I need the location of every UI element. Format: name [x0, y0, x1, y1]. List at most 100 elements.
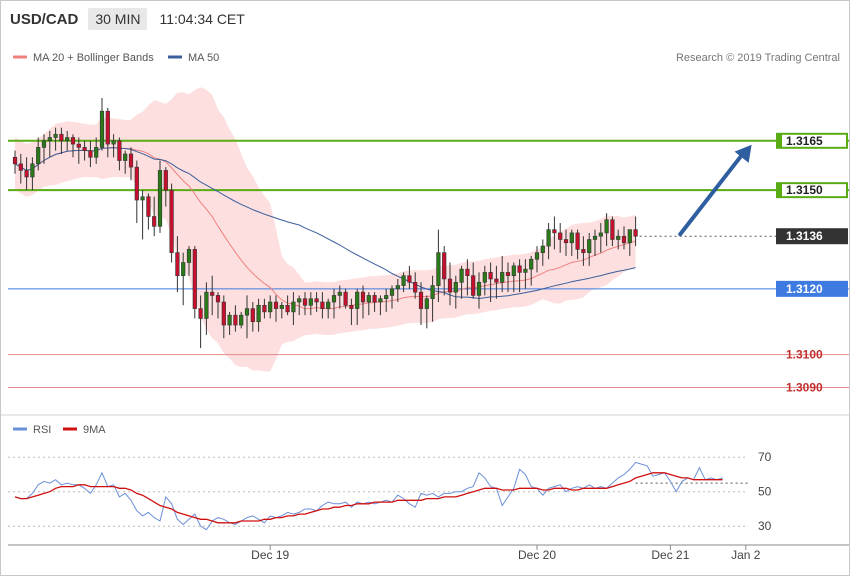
candle-21	[134, 160, 139, 224]
candle-20	[128, 147, 134, 181]
candle-79	[471, 262, 476, 299]
candle-44	[268, 295, 273, 319]
candle-77	[459, 265, 464, 299]
candle-71	[424, 295, 429, 329]
candle-83	[494, 265, 499, 299]
candle-75	[447, 262, 453, 306]
level-label-text: 1.3120	[786, 282, 823, 296]
candle-46	[279, 302, 284, 319]
candle-body	[366, 295, 371, 303]
candle-50	[302, 292, 308, 316]
candle-body	[175, 252, 180, 276]
candle-body	[239, 314, 244, 326]
candle-102	[604, 213, 609, 247]
candle-6	[47, 130, 52, 158]
level-label-1.3136: 1.3136	[776, 228, 848, 245]
candle-body	[430, 285, 435, 300]
candle-17	[111, 134, 116, 158]
candle-88	[523, 259, 528, 289]
candle-31	[192, 246, 197, 319]
time-axis: Dec 19 Dec 20 Dec 21 Jan 2	[8, 544, 850, 562]
level-labels-layer: 1.3165 1.3150 1.3136 1.3120 1.3100 1.3090	[776, 132, 848, 395]
candle-body	[616, 235, 621, 240]
candle-68	[407, 265, 412, 289]
candle-61	[366, 292, 371, 316]
level-label-inner	[782, 184, 846, 197]
candle-76	[453, 275, 458, 309]
candle-body	[355, 291, 360, 309]
price-levels-layer	[8, 139, 850, 389]
candle-63	[378, 295, 383, 316]
rsi-panel: 30 50 70	[0, 414, 850, 533]
candle-body	[395, 285, 400, 290]
candle-74	[442, 246, 447, 296]
candle-body	[291, 301, 296, 313]
candle-body	[41, 140, 47, 148]
candle-body	[308, 298, 313, 306]
level-label-box	[776, 228, 848, 245]
candle-93	[552, 216, 557, 250]
candle-86	[511, 262, 516, 293]
candle-25	[157, 160, 163, 233]
timeframe-badge[interactable]: 30 MIN	[88, 8, 148, 30]
candle-body	[529, 258, 534, 270]
candle-body	[210, 291, 215, 296]
candle-body	[105, 110, 110, 145]
candle-body	[378, 298, 383, 303]
candle-body	[186, 249, 192, 263]
candle-55	[331, 288, 337, 319]
candle-9	[65, 130, 70, 151]
level-label-1.3090: 1.3090	[786, 381, 823, 395]
candle-body	[621, 235, 627, 244]
candle-42	[256, 298, 261, 332]
candle-body	[360, 291, 366, 303]
candle-body	[581, 249, 586, 253]
candle-body	[297, 298, 302, 303]
candle-body	[413, 281, 418, 293]
candle-body	[88, 150, 93, 158]
candle-body	[221, 301, 226, 326]
candle-26	[163, 167, 168, 207]
candle-22	[140, 190, 145, 240]
candle-body	[59, 133, 64, 142]
candle-body	[123, 153, 128, 161]
candle-body	[250, 308, 255, 323]
candle-body	[482, 272, 487, 283]
legend-bollinger-label: MA 20 + Bollinger Bands	[33, 52, 154, 64]
candle-28	[175, 236, 180, 293]
candle-body	[488, 272, 493, 280]
candle-body	[407, 275, 412, 283]
candle-body	[215, 295, 221, 303]
candle-80	[476, 272, 482, 309]
candle-body	[157, 170, 163, 227]
candle-body	[134, 166, 139, 201]
candle-1	[18, 153, 23, 184]
candle-29	[181, 252, 186, 306]
candle-59	[355, 288, 360, 326]
candle-19	[123, 150, 128, 174]
candle-body	[268, 301, 273, 313]
candle-104	[616, 229, 621, 250]
candle-body	[111, 140, 116, 145]
candle-body	[540, 245, 545, 253]
candle-body	[53, 133, 58, 138]
candle-body	[82, 147, 87, 151]
candle-body	[314, 298, 319, 303]
candle-54	[326, 298, 331, 319]
candle-body	[343, 291, 348, 306]
rsi-series-rsi	[14, 461, 723, 531]
candle-body	[563, 239, 569, 244]
candle-body	[256, 304, 261, 323]
legend-ma50-label: MA 50	[188, 52, 219, 64]
candle-body	[500, 272, 505, 283]
rsi-tick-70: 70	[758, 450, 772, 464]
candle-96	[569, 229, 574, 256]
candle-107	[633, 216, 638, 247]
candle-87	[517, 259, 522, 293]
candle-33	[204, 282, 209, 335]
candle-97	[575, 229, 580, 260]
time-tick-label: Jan 2	[731, 548, 761, 562]
candle-body	[233, 314, 238, 326]
candle-body	[12, 156, 18, 165]
